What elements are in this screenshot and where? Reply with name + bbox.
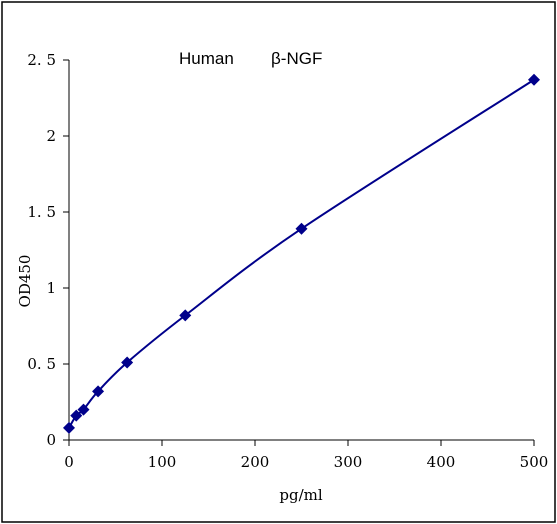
data-point (179, 309, 192, 322)
y-ticks: 0 0. 5 1 1. 5 2 2. 5 (27, 51, 69, 449)
chart-title-part-1: Human (179, 49, 234, 68)
x-tick-label: 200 (241, 453, 270, 471)
data-point (63, 421, 75, 434)
x-tick-label: 400 (427, 453, 456, 471)
y-axis-label: OD450 (16, 255, 34, 308)
x-tick-label: 0 (64, 453, 74, 471)
x-tick-label: 100 (148, 453, 177, 471)
y-tick-label: 1. 5 (27, 203, 56, 221)
y-tick-label: 2. 5 (27, 51, 56, 69)
data-point (92, 385, 105, 398)
chart-title-part-2: β-NGF (271, 49, 322, 68)
y-tick-label: 0. 5 (27, 355, 56, 373)
y-tick-label: 0 (46, 431, 56, 449)
x-tick-label: 500 (520, 453, 549, 471)
series-points (63, 73, 540, 434)
x-ticks: 0 100 200 300 400 500 (64, 440, 548, 471)
y-tick-label: 2 (46, 127, 56, 145)
x-axis-label: pg/ml (279, 486, 322, 504)
y-tick-label: 1 (46, 279, 56, 297)
data-point (528, 73, 540, 86)
data-point (77, 403, 90, 416)
data-point (70, 409, 83, 422)
x-tick-label: 300 (334, 453, 363, 471)
data-point (295, 222, 308, 235)
data-point (121, 356, 134, 369)
